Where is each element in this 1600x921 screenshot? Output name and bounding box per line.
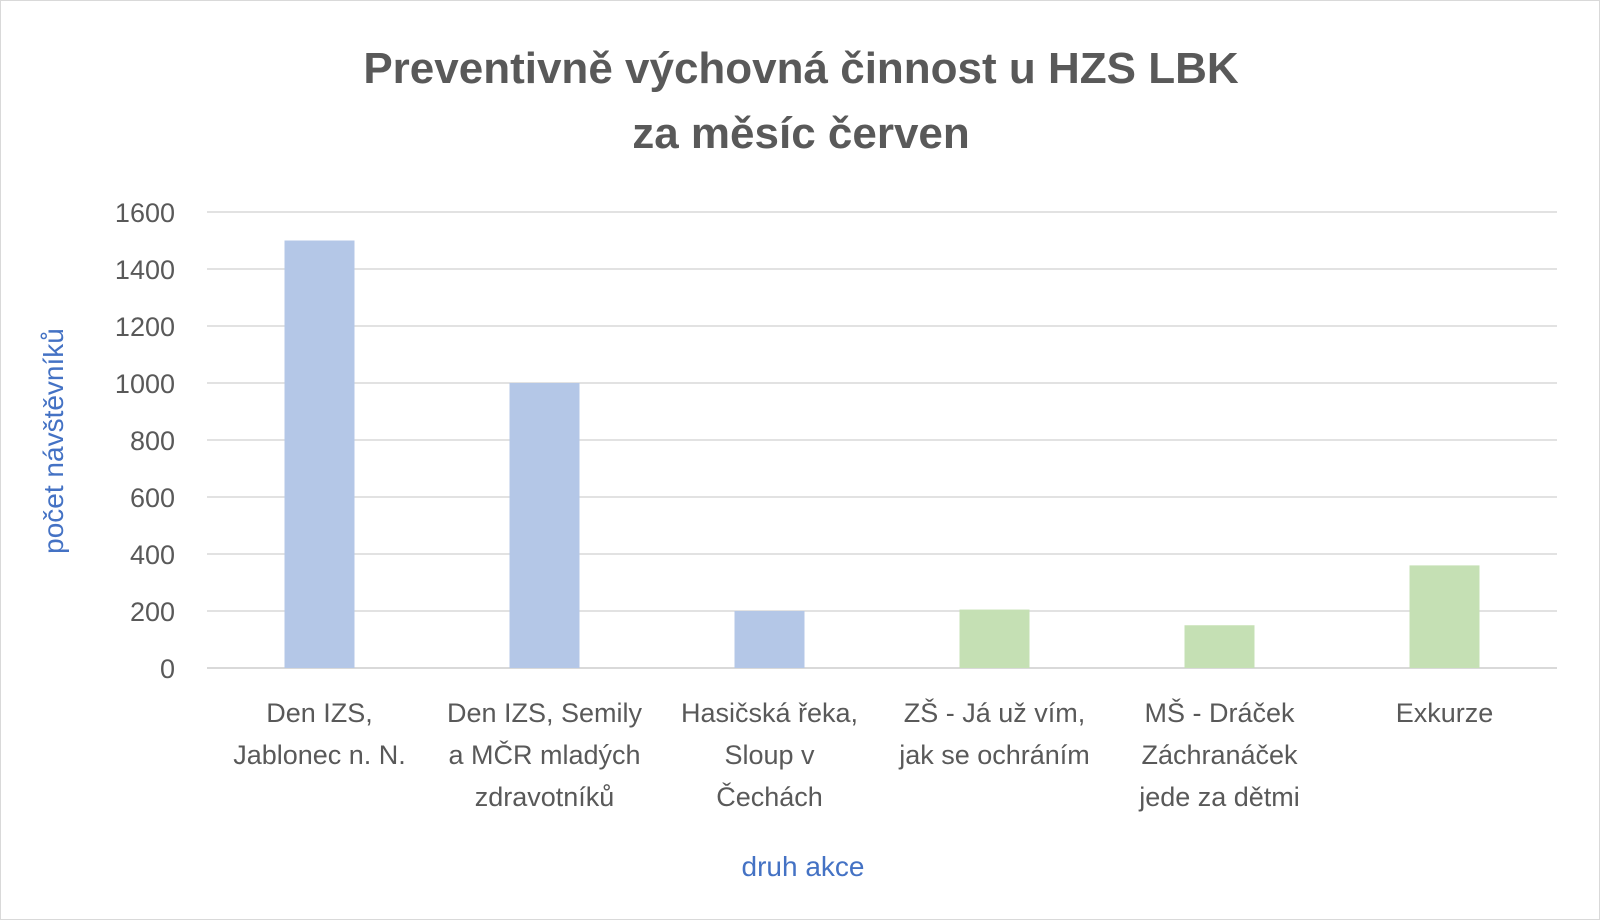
y-tick-label: 1200 [115,312,175,342]
x-category-label: Den IZS, Semily a MČR mladých zdravotníků [447,698,643,812]
bar [959,609,1030,668]
y-tick-label: 400 [130,540,175,570]
x-category-label: Hasičská řeka, Sloup v Čechách [681,698,858,812]
bar [1409,565,1480,668]
x-category-label: Exkurze [1396,698,1494,728]
y-tick-label: 0 [160,654,175,684]
gridlines [207,211,1557,669]
chart-title-line-1: Preventivně výchovná činnost u HZS LBK [363,44,1239,93]
y-axis-ticks: 0 200 400 600 800 1000 1200 1400 1600 [115,198,175,684]
bar [1184,625,1255,668]
y-tick-label: 200 [130,597,175,627]
y-tick-label: 1600 [115,198,175,228]
y-axis-title: počet návštěvníků [38,328,69,554]
y-tick-label: 600 [130,483,175,513]
y-tick-label: 1400 [115,255,175,285]
chart-title-line-2: za měsíc červen [632,109,970,158]
x-category-label: MŠ - Dráček Záchranáček jede za dětmi [1138,697,1300,812]
x-axis-categories: Den IZS, Jablonec n. N. Den IZS, Semily a M… [233,697,1493,812]
bar [509,383,580,668]
bars [284,240,1480,668]
bar [734,611,805,668]
y-tick-label: 800 [130,426,175,456]
y-tick-label: 1000 [115,369,175,399]
x-category-label: ZŠ - Já už vím, jak se ochráním [898,697,1090,770]
x-axis-title: druh akce [742,851,865,882]
bar [284,240,355,668]
x-category-label: Den IZS, Jablonec n. N. [233,698,406,770]
